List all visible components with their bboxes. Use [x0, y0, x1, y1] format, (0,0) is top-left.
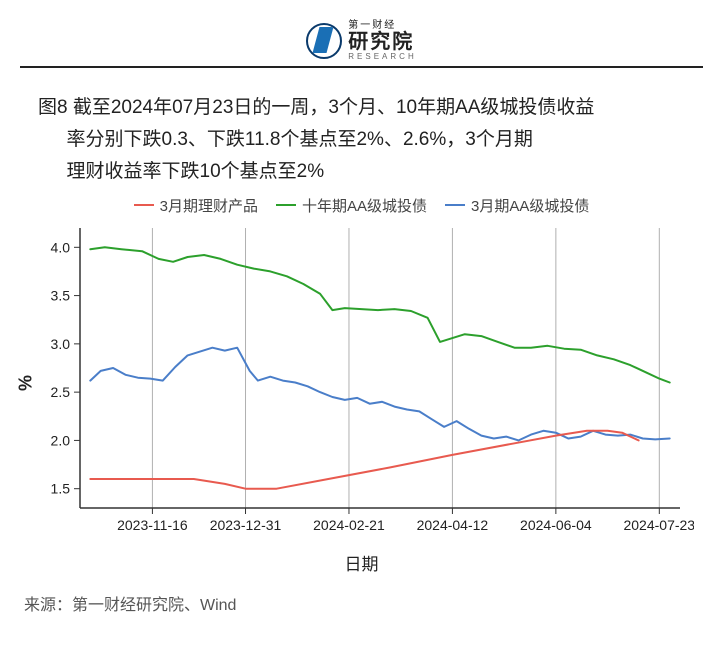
chart-legend: 3月期理财产品 十年期AA级城投债 3月期AA级城投债 [20, 195, 703, 216]
legend-label: 十年期AA级城投债 [302, 195, 427, 216]
logo-icon [306, 23, 342, 59]
svg-text:2.5: 2.5 [51, 384, 71, 400]
svg-text:3.5: 3.5 [51, 287, 71, 303]
svg-text:3.0: 3.0 [51, 336, 71, 352]
svg-text:4.0: 4.0 [51, 239, 71, 255]
legend-item: 十年期AA级城投债 [276, 195, 427, 216]
line-chart: % 1.52.02.53.03.54.02023-11-162023-12-31… [24, 218, 694, 548]
logo-main-text: 研究院 [348, 31, 416, 53]
figure-caption: 图8 截至2024年07月23日的一周，3个月、10年期AA级城投债收益 率分别… [20, 92, 703, 189]
legend-swatch [445, 204, 465, 206]
svg-text:2023-11-16: 2023-11-16 [117, 517, 188, 533]
chart-svg: 1.5 2.0 2.5 3.0 3.5 4.0 2023-11-16 2023-12-31 20… [24, 218, 694, 548]
caption-line-2: 率分别下跌0.3、下跌11.8个基点至2%、2.6%，3个月期 [38, 124, 685, 156]
svg-text:2024-02-21: 2024-02-21 [313, 517, 385, 533]
logo-en-text: RESEARCH [348, 53, 416, 62]
legend-swatch [276, 204, 296, 206]
svg-text:2024-06-04: 2024-06-04 [520, 517, 592, 533]
logo-top-text: 第一财经 [348, 20, 416, 31]
header-divider [20, 66, 703, 68]
legend-item: 3月期AA级城投债 [445, 195, 589, 216]
legend-label: 3月期理财产品 [160, 195, 258, 216]
svg-text:2.0: 2.0 [51, 432, 71, 448]
caption-line-3: 理财收益率下跌10个基点至2% [38, 156, 685, 188]
svg-text:1.5: 1.5 [51, 480, 71, 496]
legend-label: 3月期AA级城投债 [471, 195, 589, 216]
caption-line-1: 图8 截至2024年07月23日的一周，3个月、10年期AA级城投债收益 [38, 92, 685, 124]
x-axis-label: 日期 [20, 550, 703, 575]
legend-item: 3月期理财产品 [134, 195, 258, 216]
logo-text: 第一财经 研究院 RESEARCH [348, 20, 416, 62]
legend-swatch [134, 204, 154, 206]
brand-logo: 第一财经 研究院 RESEARCH [20, 20, 703, 62]
source-text: 来源：第一财经研究院、Wind [20, 591, 703, 615]
svg-text:2024-07-23: 2024-07-23 [623, 517, 694, 533]
svg-text:2024-04-12: 2024-04-12 [417, 517, 489, 533]
y-axis-label: % [16, 375, 37, 391]
svg-text:2023-12-31: 2023-12-31 [210, 517, 282, 533]
